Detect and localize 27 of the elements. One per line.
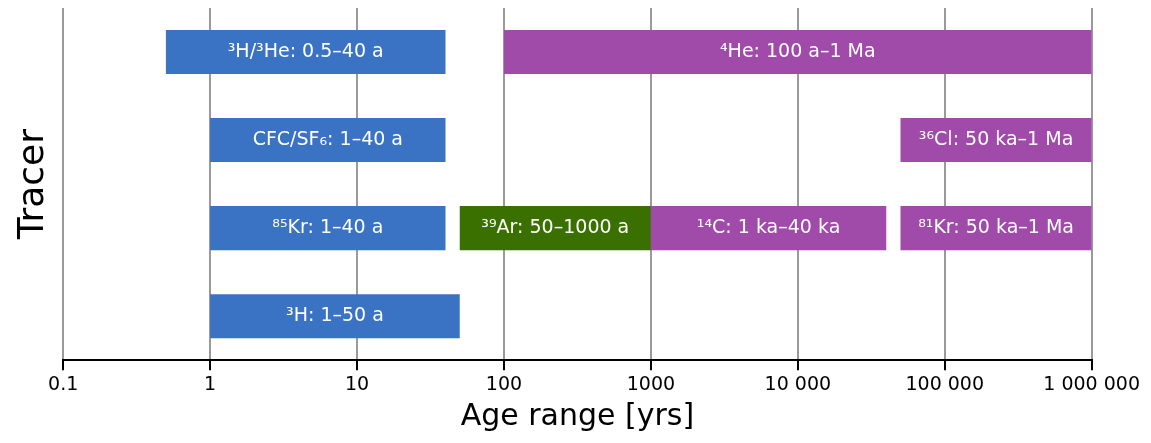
bar — [900, 118, 1092, 163]
bar — [459, 206, 651, 251]
bar — [210, 294, 460, 339]
data-label: ³H/³He: 0.5–40 a — [227, 38, 384, 61]
x-tick-label: 1 000 000 — [1043, 371, 1140, 394]
data-label: ⁴He: 100 a–1 Ma — [719, 38, 876, 61]
x-axis-title: Age range [yrs] — [460, 396, 695, 432]
data-label: ¹⁴C: 1 ka–40 ka — [696, 215, 841, 238]
data-label: CFC/SF₆: 1–40 a — [252, 127, 403, 150]
bar — [650, 206, 887, 251]
x-tick-label: 1000 — [626, 371, 676, 394]
data-label: ³⁹Ar: 50–1000 a — [481, 215, 630, 238]
data-label: ⁸¹Kr: 50 ka–1 Ma — [918, 215, 1074, 238]
data-label: ³H: 1–50 a — [286, 303, 384, 326]
x-tick-label: 10 — [344, 371, 370, 394]
bar — [503, 30, 1092, 75]
x-tick-label: 100 000 — [905, 371, 985, 394]
x-tick-label: 100 — [485, 371, 523, 394]
data-label: ³⁶Cl: 50 ka–1 Ma — [918, 127, 1074, 150]
y-axis-title: Tracer — [9, 128, 51, 241]
bar — [210, 206, 446, 251]
bar — [210, 118, 446, 163]
x-tick-label: 10 000 — [764, 371, 832, 394]
data-label: ⁸⁵Kr: 1–40 a — [272, 215, 384, 238]
bar — [165, 30, 446, 75]
x-tick-label: 0.1 — [48, 371, 79, 394]
x-tick-label: 1 — [204, 371, 217, 394]
